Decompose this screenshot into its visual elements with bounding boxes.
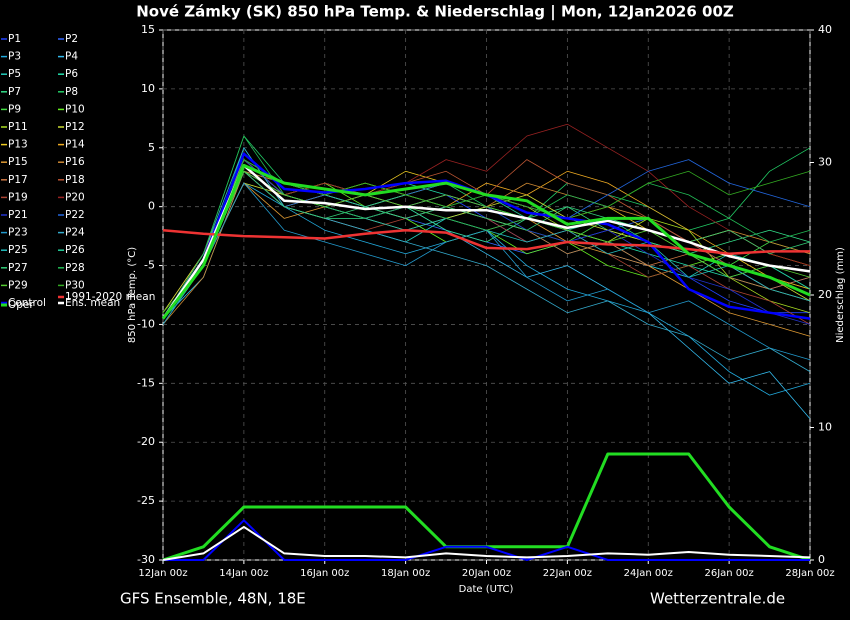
x-tick-label: 24Jan 00z bbox=[624, 568, 673, 579]
x-tick-label: 12Jan 00z bbox=[138, 568, 187, 579]
legend-label: P23 bbox=[8, 227, 28, 239]
chart-title: Nové Zámky (SK) 850 hPa Temp. & Niedersc… bbox=[136, 3, 734, 22]
x-tick-label: 14Jan 00z bbox=[219, 568, 268, 579]
legend-label: P25 bbox=[8, 244, 28, 256]
series-line bbox=[162, 525, 811, 561]
x-tick-label: 20Jan 00z bbox=[462, 568, 511, 579]
legend-label: P30 bbox=[65, 279, 85, 291]
footer-left: GFS Ensemble, 48N, 18E bbox=[120, 590, 306, 608]
legend-label: P11 bbox=[8, 121, 28, 133]
legend-label: P3 bbox=[8, 51, 21, 63]
legend-label: Ens. mean bbox=[65, 297, 120, 309]
legend-label: P17 bbox=[8, 174, 28, 186]
legend-label: P21 bbox=[8, 209, 28, 221]
footer-right: Wetterzentrale.de bbox=[650, 590, 785, 608]
series-line bbox=[162, 170, 811, 319]
series-line bbox=[162, 170, 811, 319]
x-axis-label: Date (UTC) bbox=[459, 584, 514, 595]
x-tick-label: 28Jan 00z bbox=[785, 568, 834, 579]
y2-tick-label: 10 bbox=[818, 421, 832, 434]
x-tick-label: 18Jan 00z bbox=[381, 568, 430, 579]
y-tick-label: 5 bbox=[148, 141, 155, 154]
legend-label: Oper bbox=[8, 299, 34, 311]
legend-label: P4 bbox=[65, 51, 78, 63]
legend-label: Control bbox=[8, 297, 46, 309]
y2-tick-label: 30 bbox=[818, 156, 832, 169]
legend-label: P26 bbox=[65, 244, 85, 256]
y2-tick-label: 20 bbox=[818, 288, 832, 301]
legend-label: P20 bbox=[65, 191, 85, 203]
legend-label: P6 bbox=[65, 68, 78, 80]
legend-label: P14 bbox=[65, 139, 85, 151]
x-tick-label: 16Jan 00z bbox=[300, 568, 349, 579]
legend-label: P27 bbox=[8, 262, 28, 274]
legend-label: P1 bbox=[8, 33, 21, 45]
y-axis-label: 850 hPa Temp. (°C) bbox=[127, 247, 138, 343]
y-tick-label: -30 bbox=[137, 553, 155, 566]
legend-label: P13 bbox=[8, 139, 28, 151]
y-tick-label: -10 bbox=[137, 317, 155, 330]
legend-label: P18 bbox=[65, 174, 85, 186]
series-line bbox=[162, 228, 810, 256]
legend-label: P24 bbox=[65, 227, 85, 239]
legend-label: P10 bbox=[65, 103, 85, 115]
legend-label: P8 bbox=[65, 86, 78, 98]
x-tick-label: 22Jan 00z bbox=[543, 568, 592, 579]
y-tick-label: 10 bbox=[141, 82, 155, 95]
legend-label: P9 bbox=[8, 103, 21, 115]
legend-label: P2 bbox=[65, 33, 78, 45]
y-tick-label: -25 bbox=[137, 494, 155, 507]
y2-tick-label: 40 bbox=[818, 23, 832, 36]
legend-label: P29 bbox=[8, 279, 28, 291]
y-tick-label: -5 bbox=[144, 259, 155, 272]
y-tick-label: 15 bbox=[141, 23, 155, 36]
legend-label: P22 bbox=[65, 209, 85, 221]
legend-label: 1991-2020 mean bbox=[65, 291, 155, 303]
series-line bbox=[161, 164, 811, 320]
y-tick-label: -20 bbox=[137, 435, 155, 448]
y2-axis-label: Niederschlag (mm) bbox=[835, 247, 846, 343]
series-line bbox=[161, 163, 811, 320]
legend-label: P16 bbox=[65, 156, 85, 168]
legend-label: P19 bbox=[8, 191, 28, 203]
y2-tick-label: 0 bbox=[818, 553, 825, 566]
legend-label: P5 bbox=[8, 68, 21, 80]
x-tick-label: 26Jan 00z bbox=[704, 568, 753, 579]
y-tick-label: 0 bbox=[148, 200, 155, 213]
series-line bbox=[163, 519, 810, 561]
y-tick-label: -15 bbox=[137, 376, 155, 389]
legend-label: P12 bbox=[65, 121, 85, 133]
legend-label: P15 bbox=[8, 156, 28, 168]
legend-label: P28 bbox=[65, 262, 85, 274]
legend-label: P7 bbox=[8, 86, 21, 98]
